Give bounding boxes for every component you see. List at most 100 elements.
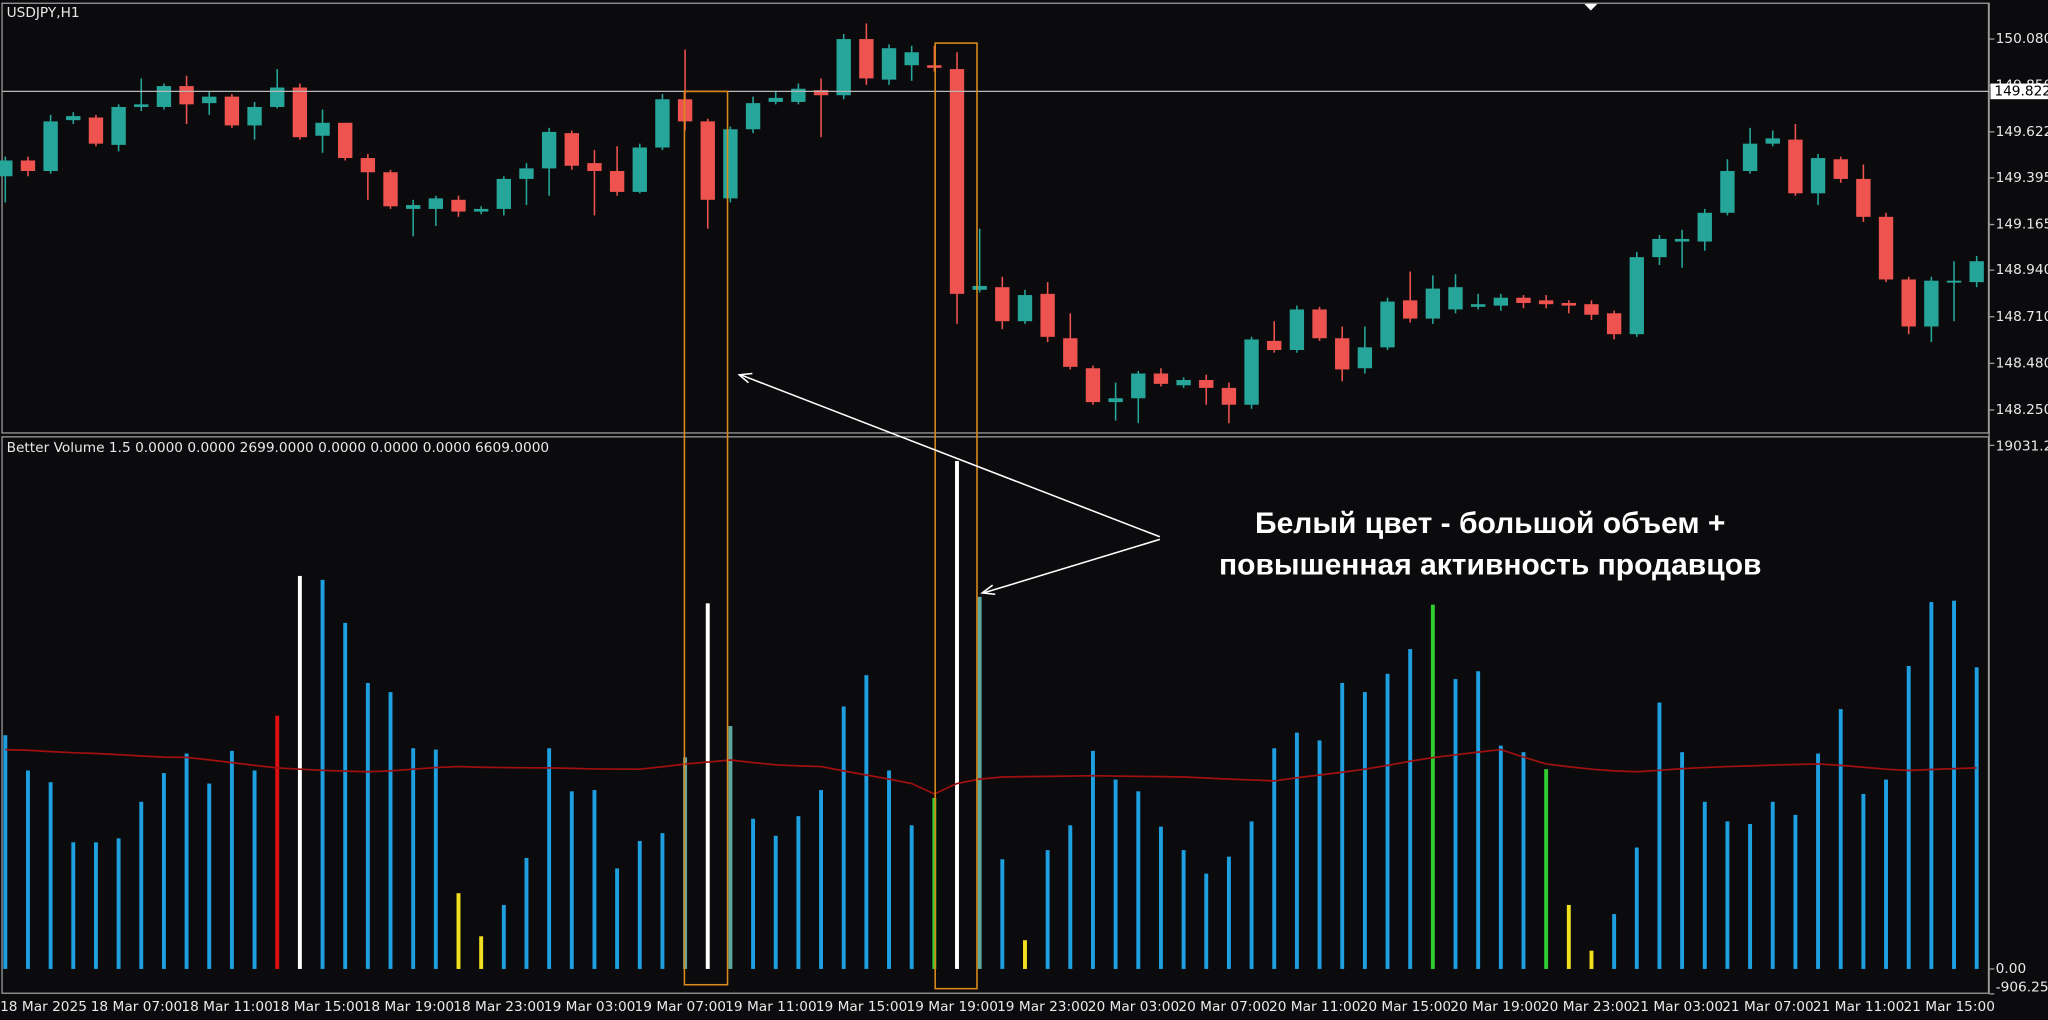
- volume-bar: [297, 575, 302, 969]
- candle-body: [768, 97, 783, 102]
- candle-body: [972, 285, 987, 290]
- volume-bar: [252, 770, 257, 969]
- candle-body: [541, 131, 557, 169]
- candle-body: [0, 160, 13, 177]
- candle-body: [791, 88, 806, 102]
- candle-body: [1493, 297, 1509, 306]
- candle-body: [813, 90, 829, 96]
- candle-body: [360, 158, 376, 173]
- candle-body: [632, 147, 647, 192]
- volume-bar: [841, 706, 846, 969]
- volume-bar: [161, 773, 166, 969]
- volume-bar: [1612, 914, 1617, 969]
- x-tick-label: 18 Mar 19:00: [363, 999, 455, 1015]
- candle-body: [1810, 158, 1826, 194]
- y-tick-label: 149.395: [1996, 170, 2048, 186]
- candle-body: [270, 87, 285, 107]
- candle-body: [1312, 309, 1327, 339]
- volume-bar: [1090, 750, 1095, 969]
- volume-bar: [1204, 873, 1209, 969]
- candle-body: [1448, 287, 1463, 310]
- y-tick-label: 149.165: [1996, 217, 2048, 233]
- candle-body: [1924, 280, 1939, 327]
- volume-bar: [1657, 702, 1662, 969]
- annotation: Белый цвет - большой объем +: [1255, 507, 1725, 540]
- candle-body: [1176, 379, 1191, 386]
- candle-body: [995, 287, 1010, 322]
- y-tick-label: 150.080: [1996, 31, 2048, 47]
- volume-bar: [1816, 753, 1821, 969]
- y-tick-label: 148.480: [1996, 355, 2048, 371]
- volume-bar: [1158, 826, 1163, 969]
- volume-bar: [1430, 604, 1435, 969]
- x-tick-label: 19 Mar 23:00: [997, 999, 1089, 1015]
- volume-bar: [456, 893, 461, 969]
- candle-body: [836, 39, 851, 96]
- candle-body: [927, 65, 942, 68]
- volume-bar: [637, 840, 642, 969]
- volume-bar: [1544, 769, 1549, 969]
- candle-body: [1561, 302, 1576, 306]
- candle-body: [338, 122, 353, 159]
- candle-body: [292, 87, 308, 138]
- y-tick-label: -906.25: [1996, 979, 2048, 995]
- candle-body: [1606, 313, 1622, 335]
- candle-body: [859, 39, 874, 79]
- candle-body: [1289, 309, 1305, 350]
- x-tick-label: 21 Mar 15:00: [1903, 999, 1995, 1015]
- volume-bar: [184, 753, 189, 969]
- moving-average: [5, 748, 1977, 795]
- x-tick-label: 18 Mar 2025: [0, 999, 87, 1015]
- candle-body: [745, 103, 761, 130]
- volume-bar: [1498, 745, 1503, 969]
- volume-bar: [1770, 801, 1775, 969]
- volume-bar: [728, 726, 733, 969]
- frame: [1, 2, 1990, 994]
- candle-body: [88, 117, 104, 144]
- candle-body: [247, 106, 262, 126]
- arrow: [740, 374, 1161, 538]
- volume-bar: [1385, 673, 1390, 969]
- candle-body: [564, 133, 579, 166]
- volume-bar: [1226, 856, 1231, 969]
- volume-bar: [1566, 904, 1571, 969]
- candle-body: [1357, 347, 1373, 369]
- volume-bar: [1023, 940, 1027, 969]
- volume-bar: [1838, 709, 1843, 969]
- volume-bar: [479, 936, 484, 969]
- volume-bar: [320, 579, 325, 969]
- candle-body: [881, 48, 897, 80]
- y-tick-label: 148.940: [1996, 262, 2048, 278]
- volume-bar: [796, 816, 801, 969]
- volume-bar: [1045, 850, 1050, 969]
- x-tick-label: 18 Mar 23:00: [453, 999, 545, 1015]
- candle-body: [1674, 238, 1690, 242]
- volume-bar: [955, 461, 959, 969]
- candle-body: [1244, 339, 1259, 405]
- candle-body: [202, 96, 217, 104]
- x-tick-label: 20 Mar 11:00: [1269, 999, 1361, 1015]
- volume-bar: [1884, 779, 1888, 969]
- x-tick-label: 19 Mar 11:00: [725, 999, 817, 1015]
- candle-body: [609, 171, 625, 192]
- x-tick-label: 20 Mar 07:00: [1178, 999, 1270, 1015]
- candle-body: [1833, 159, 1848, 179]
- x-tick-label: 19 Mar 19:00: [906, 999, 998, 1015]
- current-price-box: [1990, 83, 2048, 100]
- x-tick-label: 21 Mar 07:00: [1722, 999, 1814, 1015]
- candle-body: [1221, 387, 1237, 405]
- candle-body: [1470, 304, 1486, 307]
- volume-bar: [1521, 752, 1526, 969]
- x-tick-label: 20 Mar 19:00: [1450, 999, 1542, 1015]
- volume-bar: [660, 833, 665, 969]
- volume-bar: [1929, 602, 1934, 969]
- y-tick-label: 148.250: [1996, 402, 2048, 418]
- candle-body: [43, 121, 58, 172]
- candle-body: [1380, 301, 1395, 348]
- volume-bar: [864, 675, 869, 969]
- volume-bar: [751, 818, 756, 969]
- volume-bar: [1272, 748, 1277, 969]
- volume-bar: [773, 835, 778, 969]
